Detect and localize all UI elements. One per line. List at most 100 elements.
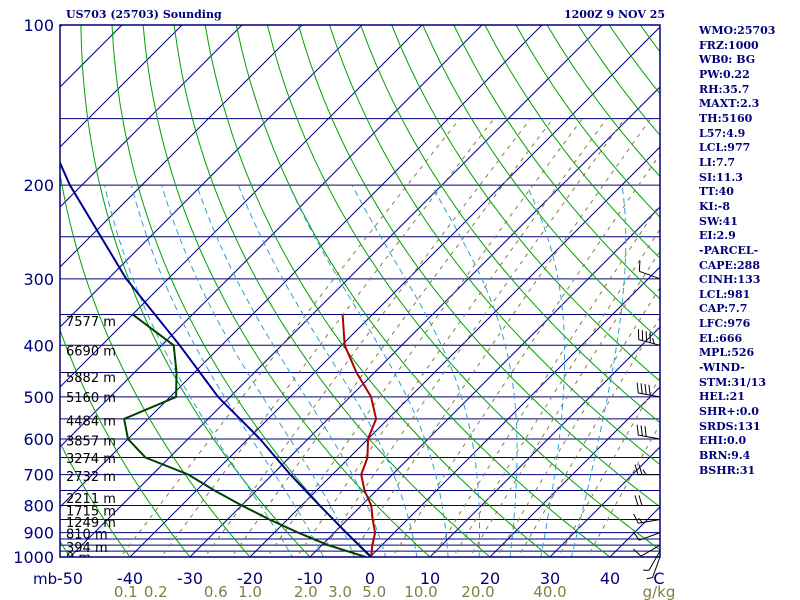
index-item: L57:4.9 bbox=[699, 126, 746, 140]
index-item: CAPE:288 bbox=[699, 258, 760, 272]
isotherm-line bbox=[60, 25, 243, 208]
wind-barb-flag bbox=[636, 382, 639, 394]
isotherm-line bbox=[489, 386, 660, 557]
mixing-ratio-line bbox=[349, 118, 652, 557]
index-item: LI:7.7 bbox=[699, 155, 736, 169]
isotherm-line bbox=[60, 25, 423, 388]
mixing-ratio-label: 5.0 bbox=[362, 583, 386, 600]
wind-barb bbox=[636, 382, 661, 398]
isotherm-line bbox=[309, 206, 660, 557]
index-item: EL:666 bbox=[699, 331, 743, 345]
moist-adiabat-line bbox=[526, 184, 566, 557]
mixing-ratio-line bbox=[391, 153, 660, 557]
mixing-ratio-label: 10.0 bbox=[404, 583, 437, 600]
dry-adiabat-line bbox=[173, 25, 491, 557]
mixing-ratio-line bbox=[317, 118, 625, 557]
x-unit-label: C bbox=[653, 569, 664, 588]
height-label: 1249 m bbox=[66, 516, 116, 531]
height-label: 1715 m bbox=[66, 504, 116, 519]
indices-panel: WMO:25703 FRZ:1000 WB0: BG PW:0.22 RH:35.7 MA… bbox=[699, 24, 775, 478]
temperature-tick-label: 10 bbox=[420, 569, 440, 588]
wind-barb-flag bbox=[646, 577, 653, 580]
temperature-tick-label: -50 bbox=[57, 569, 83, 588]
temperature-tick-label: -30 bbox=[177, 569, 203, 588]
mixing-ratio-label: 20.0 bbox=[461, 583, 494, 600]
moist-adiabat-line bbox=[288, 184, 449, 557]
wind-barb-flag bbox=[642, 469, 647, 475]
mixing-ratio-line bbox=[231, 118, 554, 557]
index-item: -PARCEL- bbox=[699, 243, 759, 257]
height-label: 810 m bbox=[66, 528, 108, 543]
dry-adiabat-line bbox=[796, 25, 800, 568]
wind-barb-flag bbox=[644, 383, 647, 395]
isotherm-line bbox=[129, 26, 660, 557]
index-item: BRN:9.4 bbox=[699, 449, 751, 463]
pressure-tick-label: 200 bbox=[23, 176, 54, 195]
wind-barb-flag bbox=[638, 495, 643, 506]
isotherm-line bbox=[429, 326, 660, 557]
pressure-tick-label: 600 bbox=[23, 430, 54, 449]
isotherm-line bbox=[189, 86, 660, 557]
dry-adiabat-line bbox=[484, 25, 660, 259]
index-item: WMO:25703 bbox=[699, 24, 776, 37]
plot-frame bbox=[59, 24, 661, 558]
mixing-ratio-line bbox=[160, 118, 495, 557]
index-item: LFC:976 bbox=[699, 317, 751, 331]
mixing-ratio-line bbox=[587, 423, 660, 557]
index-item: TH:5160 bbox=[699, 111, 753, 125]
dry-adiabat-line bbox=[329, 25, 660, 466]
pressure-tick-label: 800 bbox=[23, 496, 54, 515]
wind-barb bbox=[637, 329, 661, 346]
mixing-ratio-line bbox=[119, 118, 461, 557]
dry-adiabat-line bbox=[235, 25, 611, 557]
mixing-ratio-unit-label: g/kg bbox=[643, 583, 676, 600]
index-item: MAXT:2.3 bbox=[699, 97, 760, 111]
height-label: 5882 m bbox=[66, 371, 116, 386]
isotherm-line bbox=[60, 25, 183, 148]
temperature-tick-label: -20 bbox=[237, 569, 263, 588]
height-label: 2732 m bbox=[66, 470, 116, 485]
height-label: 394 m bbox=[66, 541, 108, 556]
pressure-tick-label: 400 bbox=[23, 336, 54, 355]
wind-barb-flag bbox=[638, 517, 643, 523]
wind-barb-flag bbox=[634, 495, 639, 506]
wind-barb bbox=[634, 464, 660, 476]
wind-barb-flag bbox=[634, 464, 639, 475]
index-item: FRZ:1000 bbox=[699, 38, 759, 52]
index-item: MPL:526 bbox=[699, 346, 755, 360]
wind-barb-staff bbox=[648, 550, 661, 571]
dry-adiabat-line bbox=[204, 25, 551, 557]
wind-barb-staff bbox=[652, 556, 661, 578]
mixing-ratio-label: 0.1 bbox=[114, 583, 138, 600]
dry-adiabat-line bbox=[422, 25, 660, 341]
wind-barb-flag bbox=[636, 424, 639, 436]
mixing-ratio-label: 3.0 bbox=[328, 583, 352, 600]
wind-barb-staff bbox=[639, 270, 661, 280]
wind-barb-staff bbox=[638, 392, 661, 398]
pressure-tick-label: 700 bbox=[23, 466, 54, 485]
index-item: HEL:21 bbox=[699, 390, 745, 404]
temperature-tick-label: 20 bbox=[480, 569, 500, 588]
wind-barb-staff bbox=[640, 544, 661, 557]
wind-barb-flag bbox=[632, 531, 640, 541]
index-item: STM:31/13 bbox=[699, 375, 766, 389]
sounding-time: 1200Z 9 NOV 25 bbox=[564, 8, 666, 21]
index-item: -WIND- bbox=[699, 361, 745, 375]
index-item: RH:35.7 bbox=[699, 82, 750, 96]
index-item: SRDS:131 bbox=[699, 419, 761, 433]
isotherm-line bbox=[369, 266, 660, 557]
wind-barb-flag bbox=[640, 383, 643, 394]
wind-barb bbox=[633, 513, 661, 524]
pressure-tick-label: 300 bbox=[23, 270, 54, 289]
wind-barb-staff bbox=[638, 434, 661, 440]
dry-adiabat-line bbox=[111, 25, 371, 557]
moist-adiabat-line bbox=[237, 184, 418, 557]
moist-adiabat-line bbox=[161, 184, 356, 557]
dry-adiabat-line bbox=[60, 540, 71, 557]
moist-adiabat-line bbox=[430, 184, 518, 557]
mixing-ratio-label: 40.0 bbox=[533, 583, 566, 600]
index-item: LCL:977 bbox=[699, 141, 751, 155]
wind-barb bbox=[643, 550, 661, 571]
